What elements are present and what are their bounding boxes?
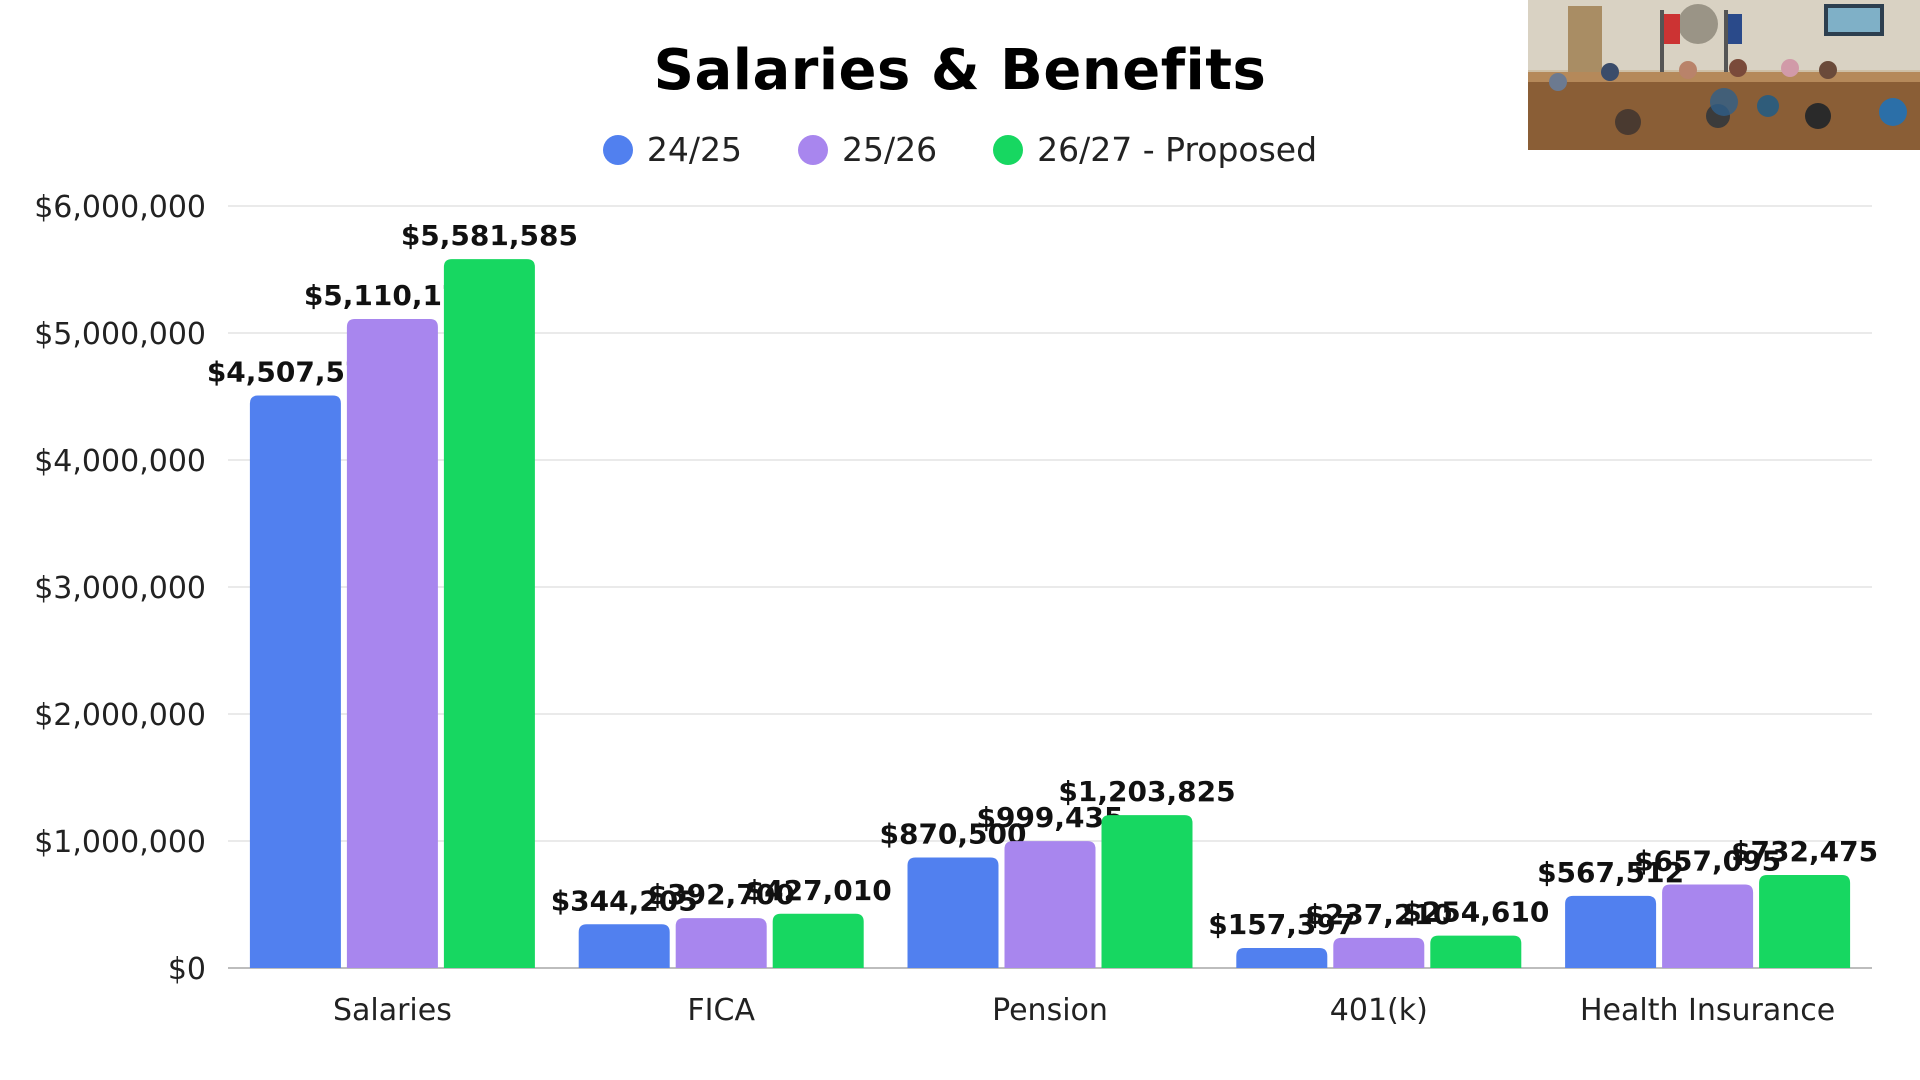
x-tick-label: Pension: [992, 993, 1108, 1028]
x-tick-label: FICA: [687, 993, 755, 1028]
chart-legend: 24/25 25/26 26/27 - Proposed: [0, 130, 1920, 169]
bar: [346, 319, 438, 968]
data-label: $999,435: [976, 801, 1123, 834]
legend-label-series-1: 24/25: [646, 130, 743, 169]
bar: [1333, 937, 1425, 968]
bar: [675, 918, 767, 968]
y-tick-label: $5,000,000: [34, 317, 206, 352]
bar: [1101, 815, 1193, 968]
data-label: $870,500: [879, 817, 1026, 850]
legend-dot-series-1: [602, 134, 633, 165]
legend-dot-series-3: [993, 134, 1024, 165]
bar: [1430, 935, 1522, 968]
y-tick-label: $4,000,000: [34, 444, 206, 479]
data-label: $392,700: [648, 878, 795, 911]
bar: [1759, 874, 1851, 968]
data-label: $254,610: [1402, 896, 1549, 929]
meeting-room-video-icon: [1528, 0, 1920, 150]
legend-label-series-2: 25/26: [842, 130, 938, 169]
x-tick-label: Health Insurance: [1580, 993, 1835, 1028]
legend-item-series-2: 25/26: [798, 130, 937, 169]
legend-item-series-1: 24/25: [602, 130, 743, 169]
legend-label-series-3: 26/27 - Proposed: [1037, 130, 1318, 169]
data-label: $1,203,825: [1058, 775, 1235, 808]
y-tick-label: $0: [168, 952, 206, 987]
data-label: $5,581,585: [401, 219, 578, 252]
bar: [443, 259, 535, 969]
bar: [1565, 895, 1657, 968]
data-label: $657,095: [1634, 845, 1781, 878]
data-label: $427,010: [745, 874, 892, 907]
bar: [578, 924, 670, 968]
data-label: $237,210: [1305, 898, 1452, 931]
bar: [1004, 841, 1096, 968]
bar: [907, 857, 999, 968]
data-label: $344,205: [551, 884, 698, 917]
bar: [249, 395, 341, 968]
legend-item-series-3: 26/27 - Proposed: [993, 130, 1317, 169]
bar: [1662, 884, 1754, 968]
bar: [772, 913, 864, 968]
data-label: $732,475: [1731, 835, 1878, 868]
bar: [1236, 948, 1328, 968]
x-tick-label: Salaries: [333, 993, 452, 1028]
chart-title: Salaries & Benefits: [653, 38, 1267, 103]
y-tick-label: $3,000,000: [34, 571, 206, 606]
x-tick-label: 401(k): [1330, 993, 1428, 1028]
data-label: $157,397: [1208, 908, 1355, 941]
legend-dot-series-2: [798, 134, 829, 165]
y-tick-label: $2,000,000: [34, 698, 206, 733]
data-label: $567,512: [1537, 856, 1684, 889]
y-tick-label: $6,000,000: [34, 190, 206, 225]
y-tick-label: $1,000,000: [34, 825, 206, 860]
